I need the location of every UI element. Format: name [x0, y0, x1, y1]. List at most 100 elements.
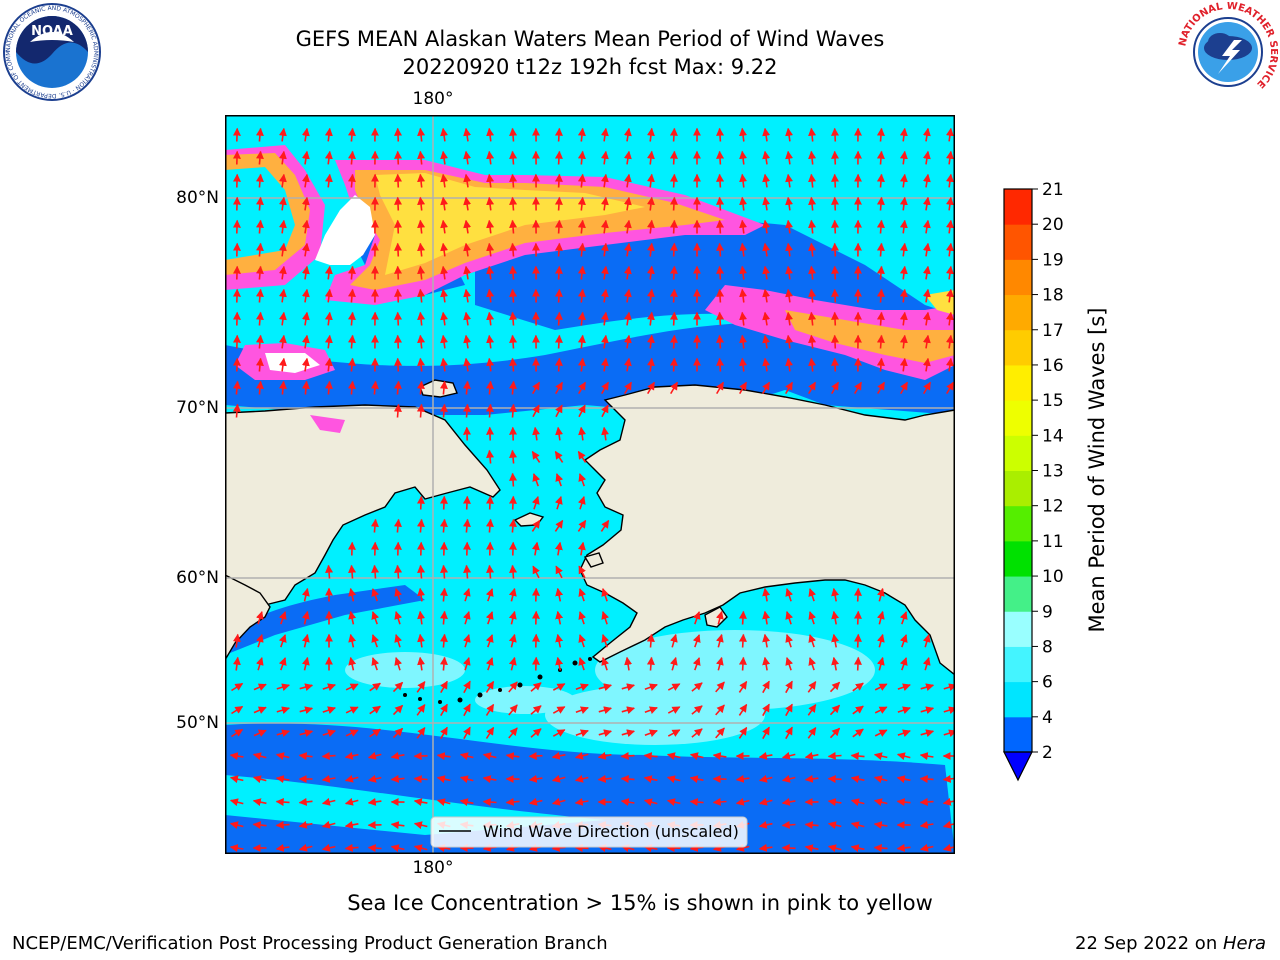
wave-arrow	[874, 683, 888, 691]
wave-arrow	[896, 798, 911, 807]
aleutian-islands	[403, 657, 592, 704]
wave-arrow	[301, 656, 310, 671]
wave-arrow	[255, 127, 264, 142]
wave-arrow	[785, 634, 793, 648]
wave-arrow	[322, 729, 336, 737]
wave-arrow	[392, 681, 404, 693]
wave-arrow	[347, 380, 356, 395]
wave-arrow	[762, 265, 771, 280]
wave-arrow	[255, 311, 264, 326]
wave-arrow	[345, 706, 359, 714]
wave-arrow	[785, 657, 793, 671]
wave-arrow	[301, 334, 310, 349]
wave-arrow	[850, 844, 865, 853]
wave-arrow	[738, 703, 748, 716]
wave-arrow	[505, 797, 520, 806]
wave-arrow	[508, 518, 517, 533]
colorbar-bin	[1004, 224, 1032, 260]
wave-arrow	[829, 727, 841, 739]
wave-arrow	[945, 150, 954, 165]
wave-arrow	[873, 798, 888, 807]
wave-arrow	[278, 196, 287, 211]
wave-arrow	[808, 288, 817, 303]
wave-arrow	[276, 729, 290, 738]
wave-arrow	[739, 173, 748, 188]
wave-arrow	[899, 173, 908, 188]
wave-arrow	[899, 334, 908, 349]
wave-arrow	[646, 127, 655, 142]
wave-arrow	[278, 265, 287, 280]
wave-arrow	[347, 265, 356, 280]
wave-arrow	[716, 173, 725, 188]
wave-arrow	[463, 173, 472, 188]
wave-arrow	[321, 797, 336, 806]
wave-arrow	[712, 797, 727, 806]
wave-arrow	[874, 706, 888, 714]
wave-arrow	[253, 729, 267, 737]
wave-arrow	[600, 265, 609, 280]
wave-arrow	[509, 564, 518, 579]
wave-arrow	[646, 173, 655, 188]
wave-arrow	[554, 196, 563, 211]
wave-arrow	[853, 656, 862, 671]
wave-arrow	[716, 242, 725, 257]
wave-arrow	[601, 588, 609, 602]
wave-arrow	[440, 703, 448, 716]
colorbar-tick-label: 14	[1042, 426, 1064, 446]
wave-arrow	[831, 288, 840, 303]
wave-arrow	[601, 426, 610, 441]
wave-arrow	[301, 242, 310, 257]
wave-arrow	[808, 611, 817, 625]
wave-arrow	[876, 265, 885, 280]
wave-arrow	[922, 219, 931, 234]
wave-arrow	[301, 587, 310, 602]
wave-arrow	[276, 683, 290, 692]
wave-arrow	[509, 357, 518, 372]
wave-arrow	[785, 150, 794, 165]
wave-arrow	[670, 381, 678, 395]
wave-arrow	[278, 150, 287, 165]
wave-arrow	[551, 774, 566, 783]
wave-arrow	[394, 242, 403, 257]
wave-arrow	[348, 633, 357, 648]
wave-arrow	[919, 843, 934, 852]
wave-arrow	[486, 150, 495, 165]
wave-arrow	[255, 634, 264, 648]
wave-arrow	[371, 564, 380, 579]
wave-arrow	[827, 844, 842, 853]
wave-arrow	[344, 797, 359, 806]
wave-arrow	[876, 610, 885, 625]
wave-arrow	[716, 127, 725, 142]
wave-arrow	[739, 334, 748, 349]
wave-arrow	[369, 682, 381, 692]
wave-arrow	[827, 821, 842, 830]
wave-arrow	[646, 219, 655, 234]
colorbar-bin	[1004, 540, 1032, 577]
wave-arrow	[919, 820, 934, 829]
map-panel: Wind Wave Direction (unscaled)	[225, 115, 955, 854]
wave-arrow	[785, 173, 794, 188]
wave-arrow	[785, 611, 793, 625]
wave-arrow	[440, 127, 449, 142]
wave-arrow	[781, 820, 796, 829]
wave-arrow	[692, 634, 701, 648]
wave-arrow	[920, 706, 935, 715]
wave-arrow	[853, 610, 862, 625]
wave-arrow	[393, 380, 402, 395]
wave-arrow	[689, 798, 704, 807]
wave-arrow	[804, 751, 819, 760]
wave-arrow	[600, 242, 609, 257]
wave-arrow	[555, 404, 563, 418]
wave-arrow	[808, 334, 817, 349]
wave-arrow	[897, 729, 911, 738]
wave-arrow	[899, 311, 908, 326]
wave-arrow	[554, 127, 563, 142]
wave-arrow	[324, 334, 333, 349]
wave-arrow	[669, 656, 678, 671]
wave-arrow	[486, 334, 495, 349]
wave-arrow	[394, 311, 403, 326]
wave-arrow	[574, 797, 589, 806]
wave-arrow	[417, 173, 426, 188]
wave-arrow	[829, 681, 841, 693]
wave-arrow	[255, 242, 264, 257]
